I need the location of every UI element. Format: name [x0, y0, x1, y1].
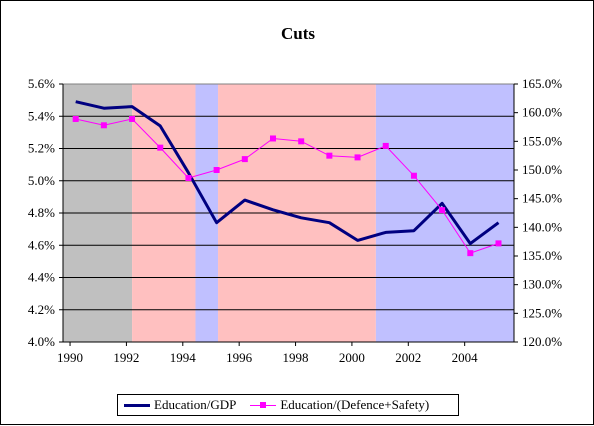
x-tick-label-0: 1990	[57, 350, 83, 365]
data-point-education-defence-9	[326, 152, 333, 159]
legend-label-education-gdp: Education/GDP	[154, 397, 237, 412]
data-point-education-defence-8	[298, 138, 305, 145]
y-tick-label-right-3: 135.0%	[522, 248, 562, 263]
y-tick-label-left-1: 4.2%	[28, 302, 55, 317]
x-tick-label-7: 2004	[452, 350, 479, 365]
series-line-education-gdp	[75, 100, 500, 246]
chart-title: Cuts	[281, 24, 315, 43]
y-tick-label-left-3: 4.6%	[28, 237, 55, 252]
x-tick-label-3: 1996	[226, 350, 253, 365]
legend: Education/GDP Education/(Defence+Safety)	[117, 394, 459, 416]
y-tick-label-right-2: 130.0%	[522, 277, 562, 292]
data-point-education-defence-3	[157, 144, 164, 151]
data-point-education-defence-14	[467, 250, 474, 257]
data-point-education-defence-2	[129, 115, 136, 122]
y-tick-label-right-4: 140.0%	[522, 219, 562, 234]
axes: 4.0% 4.2% 4.4% 4.6% 4.8% 5.0% 5.2% 5.4% 5.6% 120.…	[28, 76, 562, 365]
y-tick-label-left-5: 5.0%	[28, 173, 55, 188]
y-tick-label-right-0: 120.0%	[522, 334, 562, 349]
data-point-education-defence-10	[354, 154, 361, 161]
x-tick-label-5: 2000	[339, 350, 365, 365]
legend-item-education-gdp: Education/GDP	[124, 397, 236, 413]
data-point-education-defence-5	[213, 167, 220, 173]
data-point-education-defence-13	[439, 207, 446, 214]
y-tick-label-left-0: 4.0%	[28, 334, 55, 349]
data-point-education-defence-6	[241, 156, 248, 163]
y-tick-label-left-6: 5.2%	[28, 141, 55, 156]
y-tick-label-left-8: 5.6%	[28, 76, 55, 91]
data-point-education-defence-1	[100, 122, 107, 129]
y-tick-label-left-2: 4.4%	[28, 270, 55, 285]
data-point-education-defence-4	[185, 175, 192, 182]
x-tick-label-4: 1998	[283, 350, 309, 365]
y-tick-label-right-1: 125.0%	[522, 305, 562, 320]
series-layer	[72, 100, 502, 257]
legend-swatch-education-gdp	[124, 403, 150, 407]
data-point-education-defence-11	[382, 142, 389, 149]
data-point-education-defence-12	[410, 172, 417, 179]
y-tick-label-left-7: 5.4%	[28, 108, 55, 123]
y-tick-label-left-4: 4.8%	[28, 205, 55, 220]
series-line-education-defence	[75, 118, 499, 254]
data-point-education-defence-7	[269, 135, 276, 142]
x-tick-label-6: 2002	[395, 350, 421, 365]
legend-item-education-defence: Education/(Defence+Safety)	[250, 397, 429, 413]
y-tick-label-right-9: 165.0%	[522, 76, 562, 91]
data-point-education-defence-15	[495, 240, 502, 247]
legend-label-education-defence: Education/(Defence+Safety)	[280, 397, 430, 412]
data-point-education-defence-0	[72, 115, 79, 122]
x-tick-label-1: 1992	[113, 350, 139, 365]
x-tick-label-2: 1994	[170, 350, 197, 365]
y-tick-label-right-8: 160.0%	[522, 105, 562, 120]
legend-swatch-education-defence	[250, 401, 277, 408]
y-tick-label-right-7: 155.0%	[522, 133, 562, 148]
y-tick-label-right-5: 145.0%	[522, 191, 562, 206]
y-tick-label-right-6: 150.0%	[522, 162, 562, 177]
